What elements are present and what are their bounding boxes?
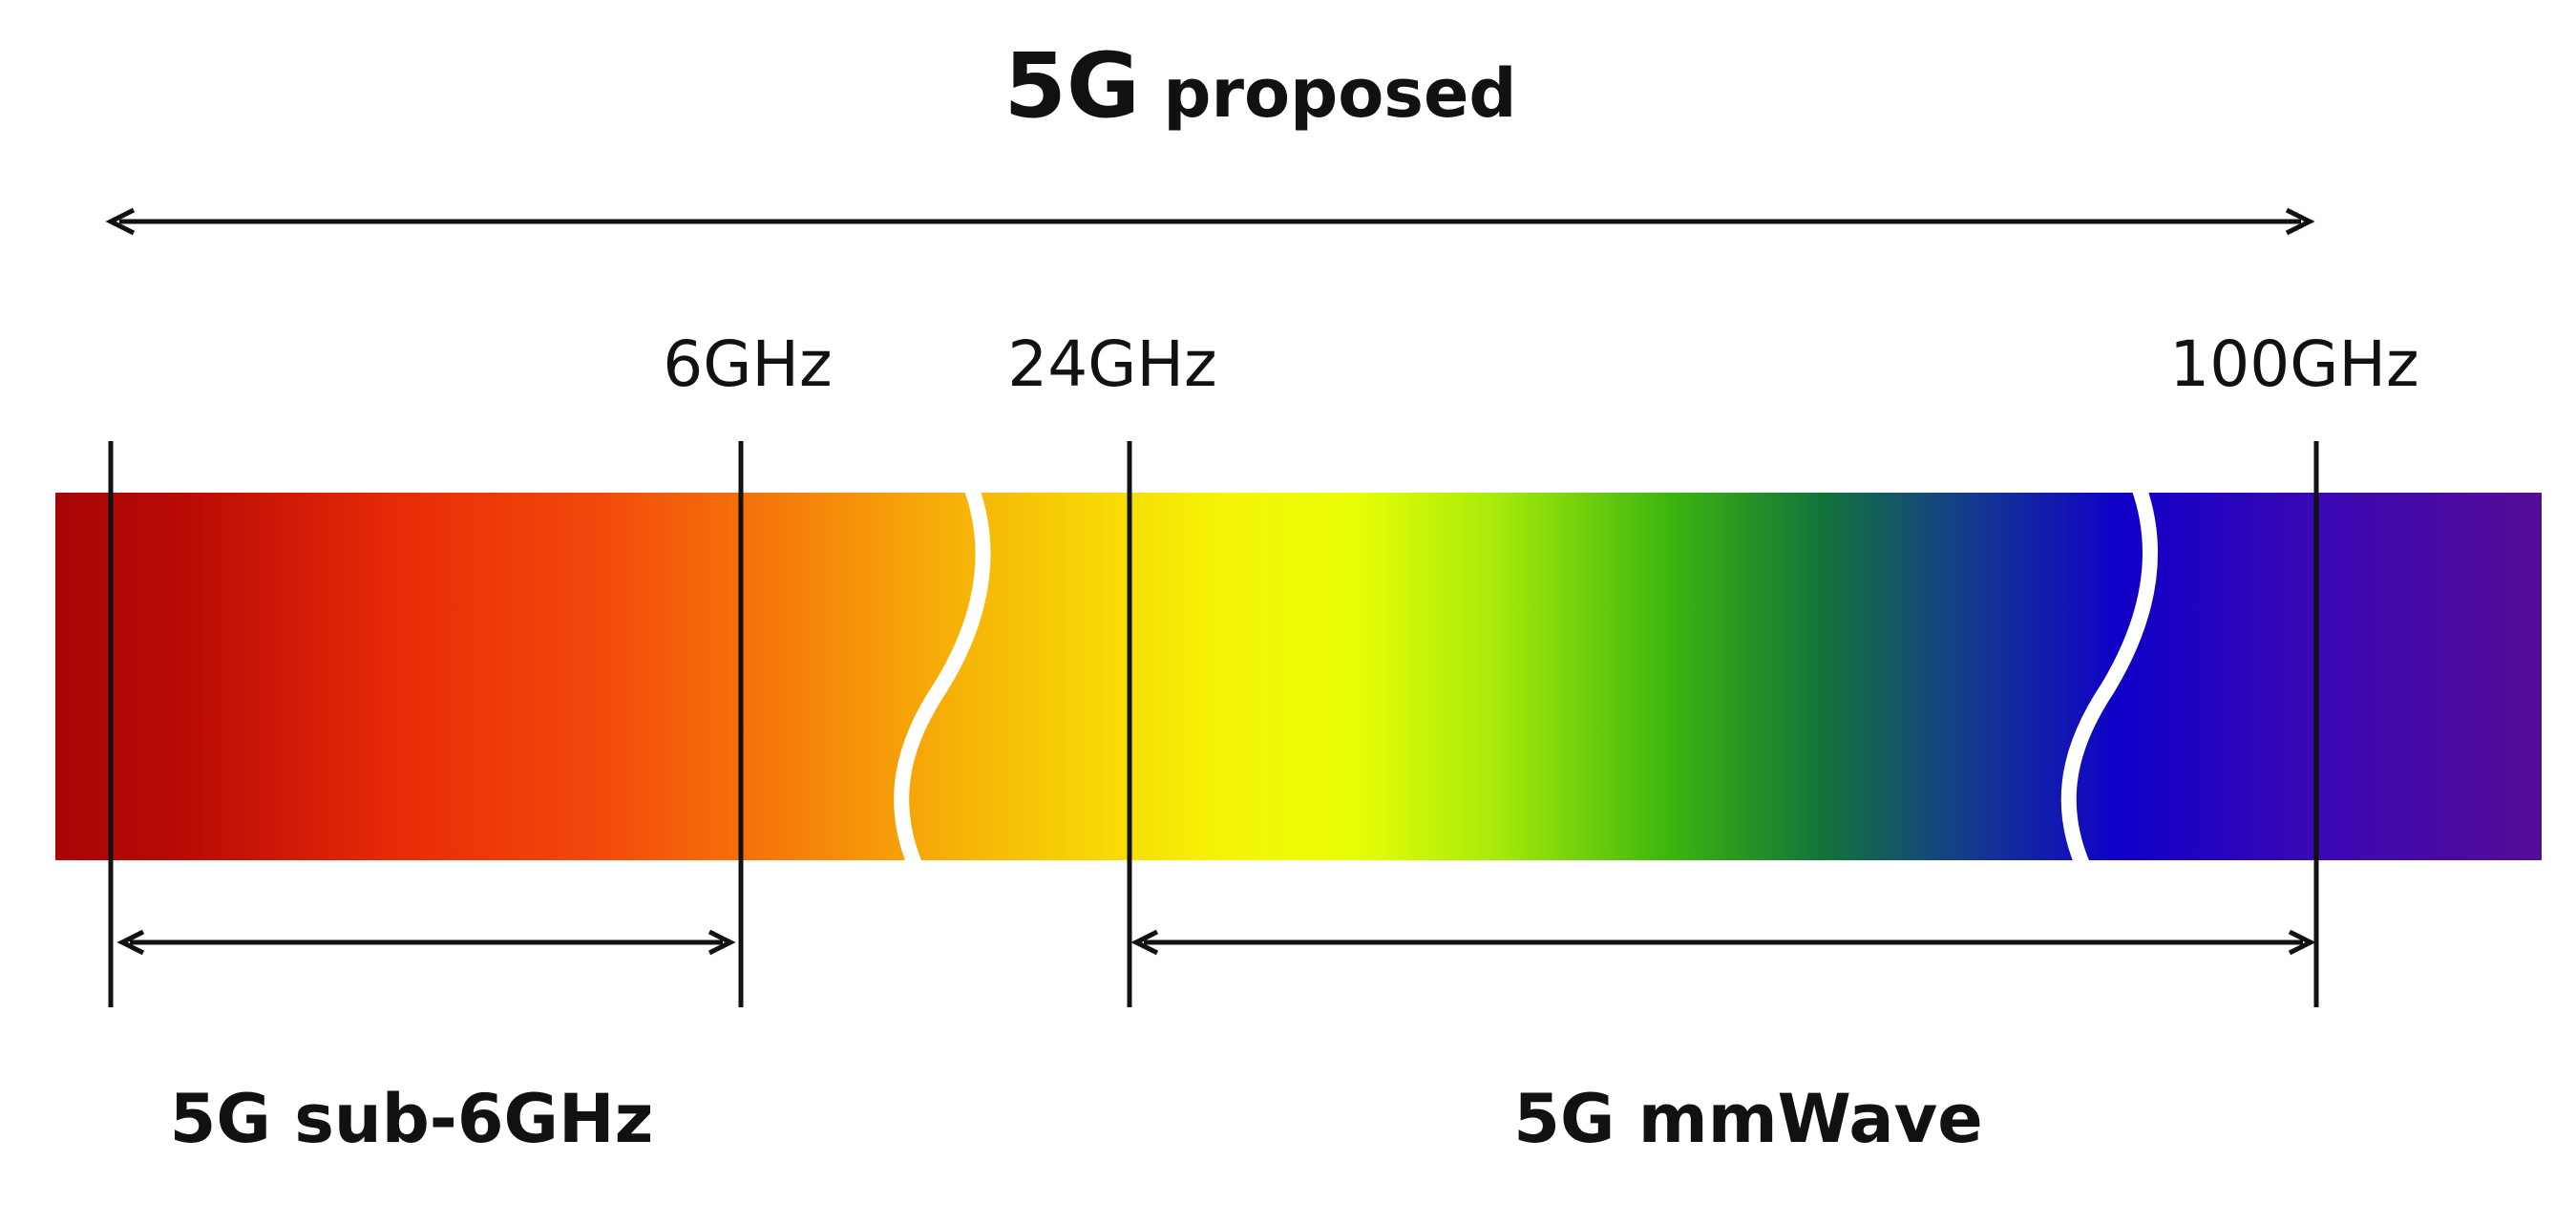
spectrum-break-left <box>894 484 991 873</box>
diagram-title: 5G proposed <box>1003 34 1516 138</box>
spectrum-bar <box>55 493 2542 860</box>
title-suffix: proposed <box>1140 54 1517 133</box>
spectrum-break-right <box>2060 484 2158 873</box>
title-prefix: 5G <box>1003 34 1140 138</box>
band-label-mmwave: 5G mmWave <box>1513 1080 1982 1158</box>
proposed-range-arrow <box>105 207 2315 236</box>
sub-6ghz-range-arrow <box>116 929 736 956</box>
frequency-label-6ghz: 6GHz <box>663 327 832 401</box>
mmwave-range-arrow <box>1130 929 2316 956</box>
frequency-label-100ghz: 100GHz <box>2169 327 2418 401</box>
frequency-label-24ghz: 24GHz <box>1007 327 1216 401</box>
band-label-sub-6ghz: 5G sub-6GHz <box>170 1080 654 1158</box>
